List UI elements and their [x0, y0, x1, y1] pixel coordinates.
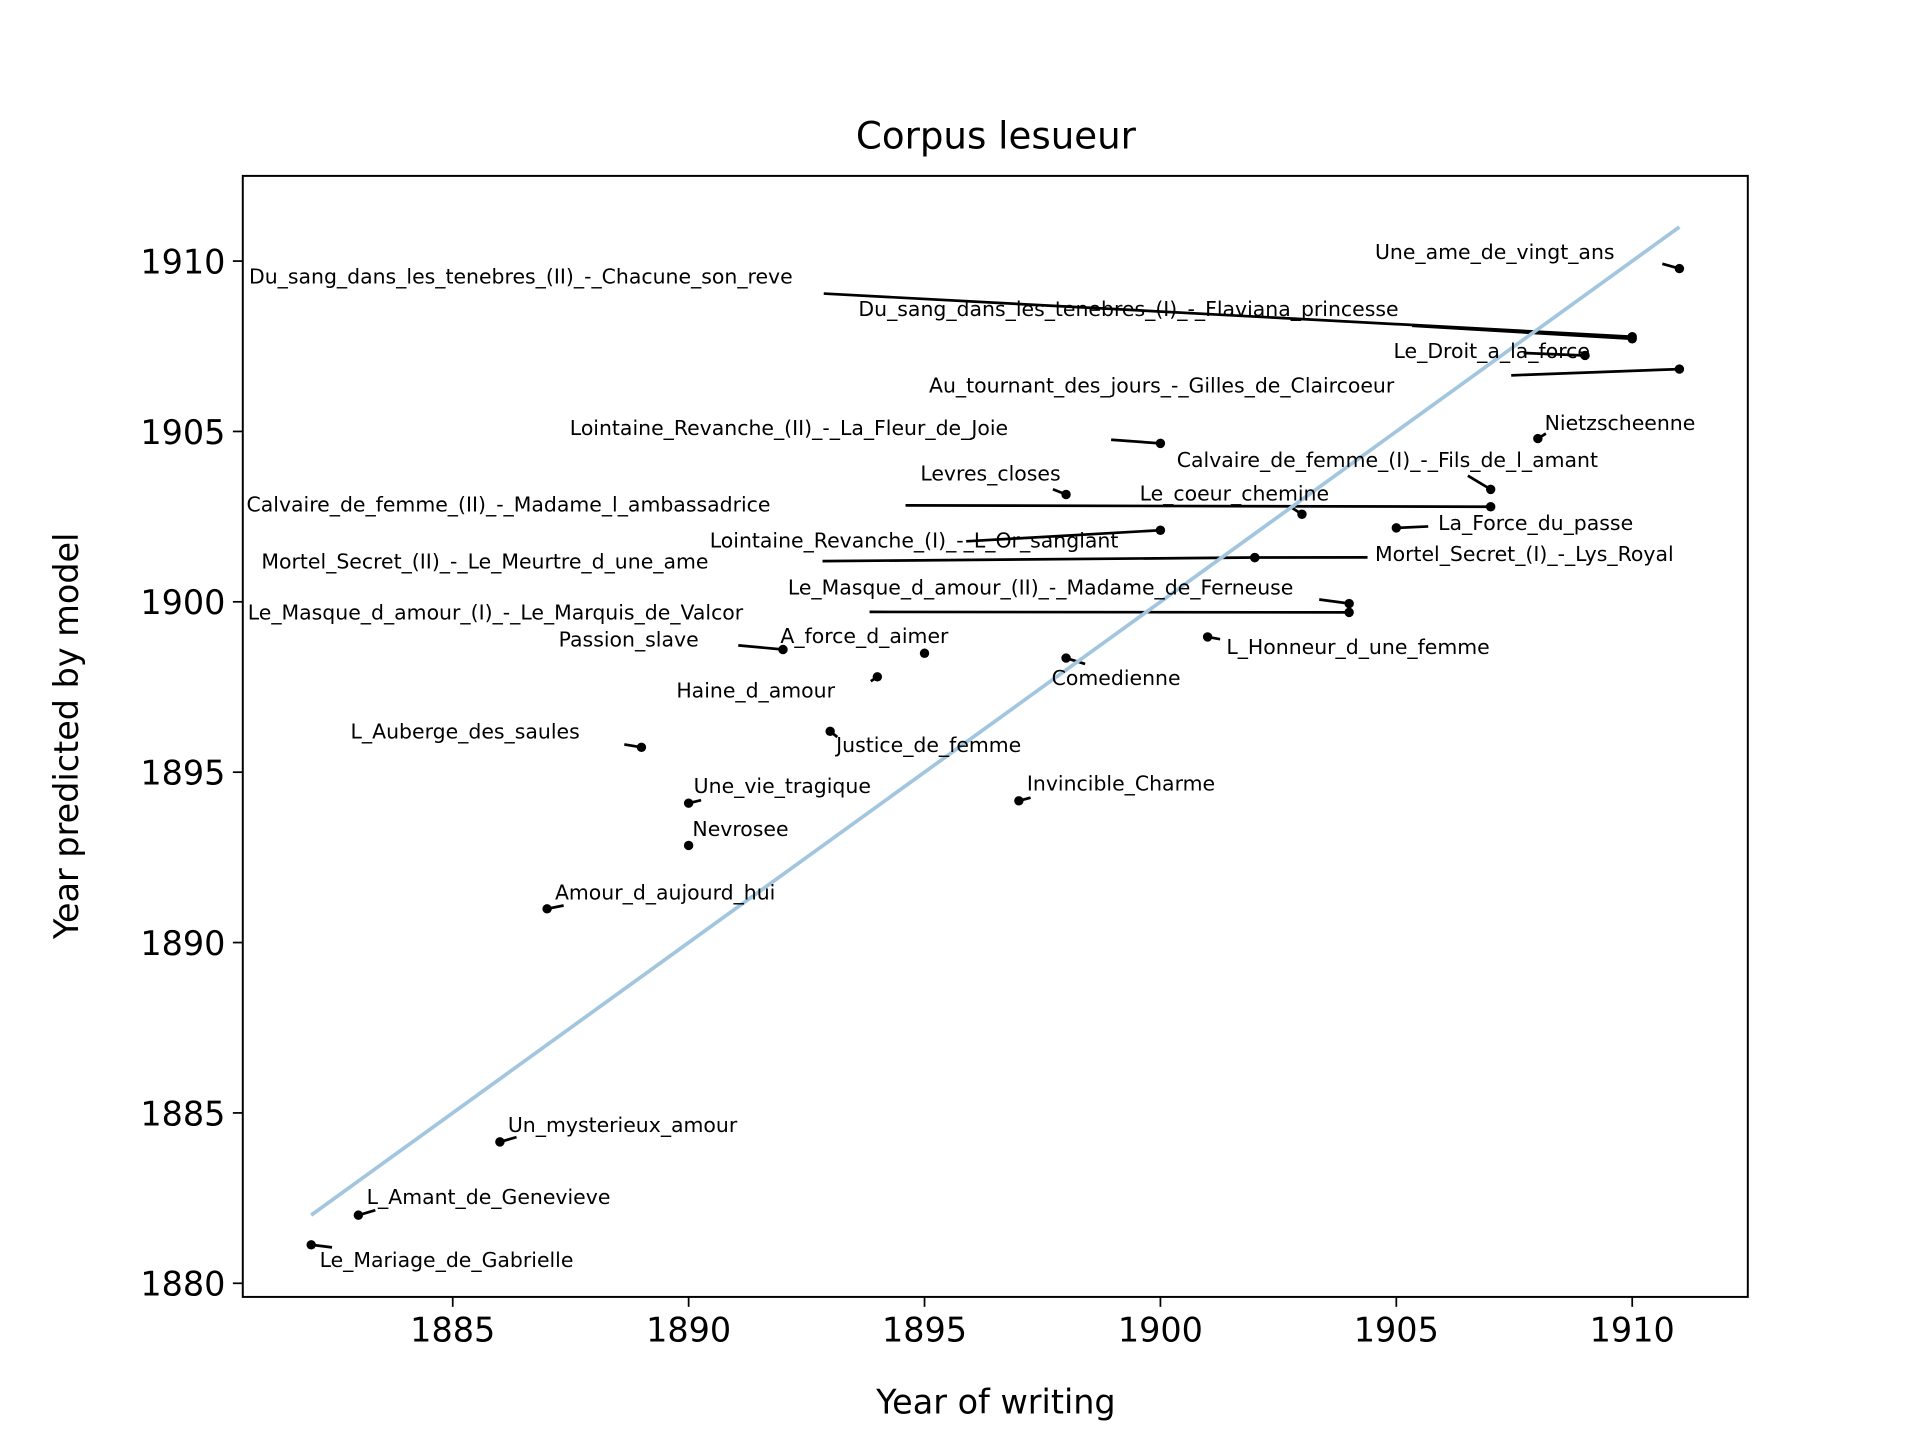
- point-label: Le_Masque_d_amour_(I)_-_Le_Marquis_de_Va…: [248, 600, 744, 625]
- point-label: Du_sang_dans_les_tenebres_(II)_-_Chacune…: [249, 265, 793, 290]
- data-point: [1061, 653, 1071, 663]
- annotation-leader-line: [1523, 351, 1586, 357]
- point-label: Une_ame_de_vingt_ans: [1375, 240, 1615, 265]
- point-label: L_Honneur_d_une_femme: [1226, 635, 1489, 660]
- annotation-leader-line: [822, 556, 1255, 563]
- point-label: Amour_d_aujourd_hui: [555, 880, 775, 905]
- data-point: [1485, 484, 1496, 495]
- data-point: [683, 798, 694, 808]
- y-tick-label: 1905: [140, 413, 225, 452]
- x-tick-label: 1890: [646, 1311, 731, 1350]
- y-tick-label: 1910: [140, 242, 225, 281]
- point-label: Du_sang_dans_les_tenebres_(I)_-_Flaviana…: [858, 297, 1398, 322]
- point-label: L_Auberge_des_saules: [351, 719, 580, 744]
- data-point: [919, 648, 930, 658]
- data-point: [1674, 364, 1685, 374]
- data-point: [1202, 632, 1213, 642]
- point-label: Mortel_Secret_(II)_-_Le_Meurtre_d_une_am…: [261, 550, 708, 575]
- point-label: Nevrosee: [692, 817, 788, 841]
- point-label: Une_vie_tragique: [694, 774, 871, 799]
- data-point: [636, 742, 647, 753]
- data-point: [1344, 598, 1354, 609]
- y-tick-label: 1890: [140, 924, 225, 963]
- data-point: [778, 644, 788, 655]
- x-tick-label: 1895: [882, 1311, 967, 1350]
- x-tick-label: 1910: [1590, 1311, 1675, 1350]
- data-point: [1485, 502, 1496, 512]
- point-label: La_Force_du_passe: [1438, 511, 1633, 536]
- point-label: L_Amant_de_Genevieve: [367, 1185, 611, 1210]
- x-tick-label: 1885: [410, 1311, 495, 1350]
- point-label: Au_tournant_des_jours_-_Gilles_de_Clairc…: [929, 374, 1395, 399]
- point-label: A_force_d_aimer: [780, 624, 949, 649]
- point-label: Le_Masque_d_amour_(II)_-_Madame_de_Ferne…: [788, 576, 1294, 601]
- data-point: [1014, 796, 1024, 806]
- point-label: Lointaine_Revanche_(II)_-_La_Fleur_de_Jo…: [570, 416, 1008, 441]
- y-tick-label: 1880: [140, 1265, 225, 1304]
- data-point: [1533, 433, 1543, 444]
- annotation-leader-line: [738, 644, 784, 651]
- y-tick-label: 1895: [140, 754, 225, 793]
- point-label: Levres_closes: [920, 462, 1060, 487]
- y-axis-label: Year predicted by model: [47, 533, 86, 940]
- point-label: Haine_d_amour: [676, 678, 835, 703]
- data-point: [1580, 350, 1590, 361]
- data-point: [872, 672, 883, 682]
- annotation-leader-line: [1111, 438, 1161, 445]
- annotation-leader-line: [905, 504, 1491, 509]
- y-tick-label: 1885: [140, 1094, 225, 1133]
- annotation-leader-line: [1396, 525, 1429, 530]
- x-tick-label: 1900: [1118, 1311, 1203, 1350]
- point-label: Le_Droit_a_la_force: [1394, 339, 1590, 364]
- point-label: Un_mysterieux_amour: [508, 1113, 738, 1138]
- annotation-leader-line: [1511, 367, 1680, 377]
- annotation-leader-line: [966, 528, 1161, 543]
- annotation-leader-line: [1319, 598, 1350, 605]
- annotation-leader-line: [1412, 324, 1633, 341]
- data-point: [1627, 334, 1637, 344]
- data-point: [1155, 438, 1166, 449]
- reference-line-y-equals-x: [310, 225, 1681, 1217]
- y-tick-label: 1900: [140, 583, 225, 622]
- point-label: Le_Mariage_de_Gabrielle: [320, 1248, 574, 1273]
- point-label: Passion_slave: [559, 628, 699, 653]
- point-label: Justice_de_femme: [834, 733, 1021, 758]
- data-point: [1344, 607, 1354, 618]
- data-point: [306, 1240, 316, 1250]
- x-tick-label: 1905: [1354, 1311, 1439, 1350]
- point-label: Calvaire_de_femme_(I)_-_Fils_de_l_amant: [1177, 448, 1598, 473]
- plot-frame: [241, 174, 1749, 1298]
- data-point: [542, 904, 552, 914]
- point-label: Mortel_Secret_(I)_-_Lys_Royal: [1375, 542, 1674, 567]
- data-point: [1061, 489, 1071, 500]
- point-label: Le_coeur_chemine: [1140, 481, 1329, 506]
- data-point: [683, 840, 694, 851]
- x-axis-label: Year of writing: [875, 1382, 1115, 1421]
- point-label: Lointaine_Revanche_(I)_-_L_Or_sanglant: [710, 529, 1119, 554]
- data-point: [1391, 523, 1402, 533]
- point-label: Comedienne: [1052, 666, 1181, 690]
- point-label: Invincible_Charme: [1027, 771, 1215, 796]
- point-label: Nietzscheenne: [1545, 411, 1696, 435]
- data-point: [825, 726, 835, 737]
- data-point: [1155, 525, 1166, 535]
- data-point: [353, 1210, 364, 1220]
- point-label: Calvaire_de_femme_(II)_-_Madame_l_ambass…: [247, 493, 771, 518]
- chart-title: Corpus lesueur: [856, 115, 1137, 158]
- data-point: [1297, 509, 1307, 519]
- data-point: [1250, 552, 1260, 563]
- data-point: [1674, 263, 1685, 274]
- data-point: [495, 1137, 505, 1147]
